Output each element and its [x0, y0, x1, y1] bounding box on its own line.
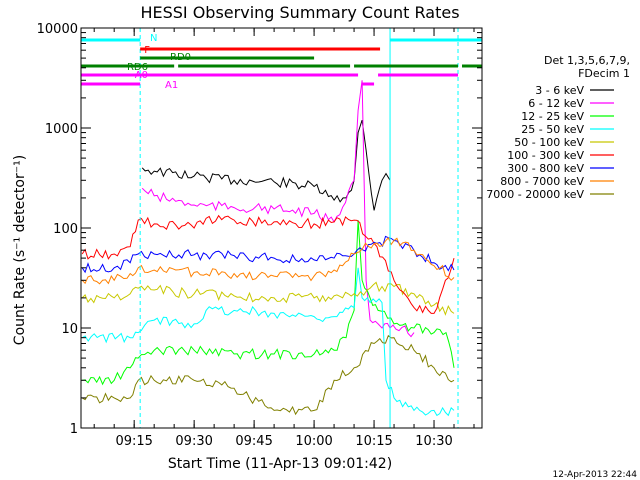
state-label-a0: A0: [135, 70, 148, 81]
y-tick-label-1: 1: [70, 422, 78, 437]
state-label-rd0: RD0: [170, 52, 191, 63]
plot-area: [81, 28, 459, 428]
y-tick-label-2: 10: [61, 322, 78, 337]
y-tick-label-3: 100: [53, 222, 78, 237]
legend-label-6: 100 - 300 keV: [507, 149, 584, 162]
y-tick-label-4: 1000: [45, 122, 78, 137]
x-tick-label-6: 10:30: [415, 434, 452, 449]
legend-label-9: 7000 - 20000 keV: [486, 188, 584, 201]
timestamp: 12-Apr-2013 22:44: [553, 470, 638, 480]
axes: 09:15 09:30 09:45 10:00 10:15 10:30 1 10 100 1000…: [37, 22, 483, 449]
series-line-8: [81, 237, 455, 285]
legend-label-7: 300 - 800 keV: [507, 162, 584, 175]
legend-header-2: FDecim 1: [578, 67, 630, 80]
x-tick-label-5: 10:15: [355, 434, 392, 449]
y-tick-label-5: 10000: [37, 22, 78, 37]
state-label-f: F: [144, 45, 150, 56]
x-tick-label-3: 09:45: [235, 434, 272, 449]
legend-header-1: Det 1,3,5,6,7,9,: [544, 54, 630, 67]
state-label-n: N: [150, 33, 157, 44]
x-tick-label-4: 10:00: [295, 434, 332, 449]
legend-label-8: 800 - 7000 keV: [500, 175, 584, 188]
state-label-a1: A1: [165, 80, 178, 91]
legend-label-2: 6 - 12 keV: [528, 97, 584, 110]
legend-label-1: 3 - 6 keV: [535, 84, 584, 97]
plot-frame: [80, 27, 483, 429]
y-axis-label: Count Rate (s⁻¹ detector⁻¹): [12, 155, 28, 345]
x-axis-label: Start Time (11-Apr-13 09:01:42): [168, 456, 392, 472]
series-line-9: [81, 334, 455, 416]
series-line-6: [81, 214, 455, 314]
series-line-1: [141, 119, 391, 211]
state-label-rd6: RD6: [127, 62, 148, 73]
x-tick-label-2: 09:30: [175, 434, 212, 449]
series-line-2: [141, 80, 415, 338]
x-tick-label-1: 09:15: [115, 434, 152, 449]
series-line-3: [82, 220, 455, 386]
legend-label-4: 25 - 50 keV: [521, 123, 584, 136]
chart-title: HESSI Observing Summary Count Rates: [140, 3, 459, 22]
series-line-5: [81, 281, 455, 316]
legend-label-3: 12 - 25 keV: [521, 110, 584, 123]
series-line-4: [81, 267, 455, 417]
legend-label-5: 50 - 100 keV: [514, 136, 584, 149]
